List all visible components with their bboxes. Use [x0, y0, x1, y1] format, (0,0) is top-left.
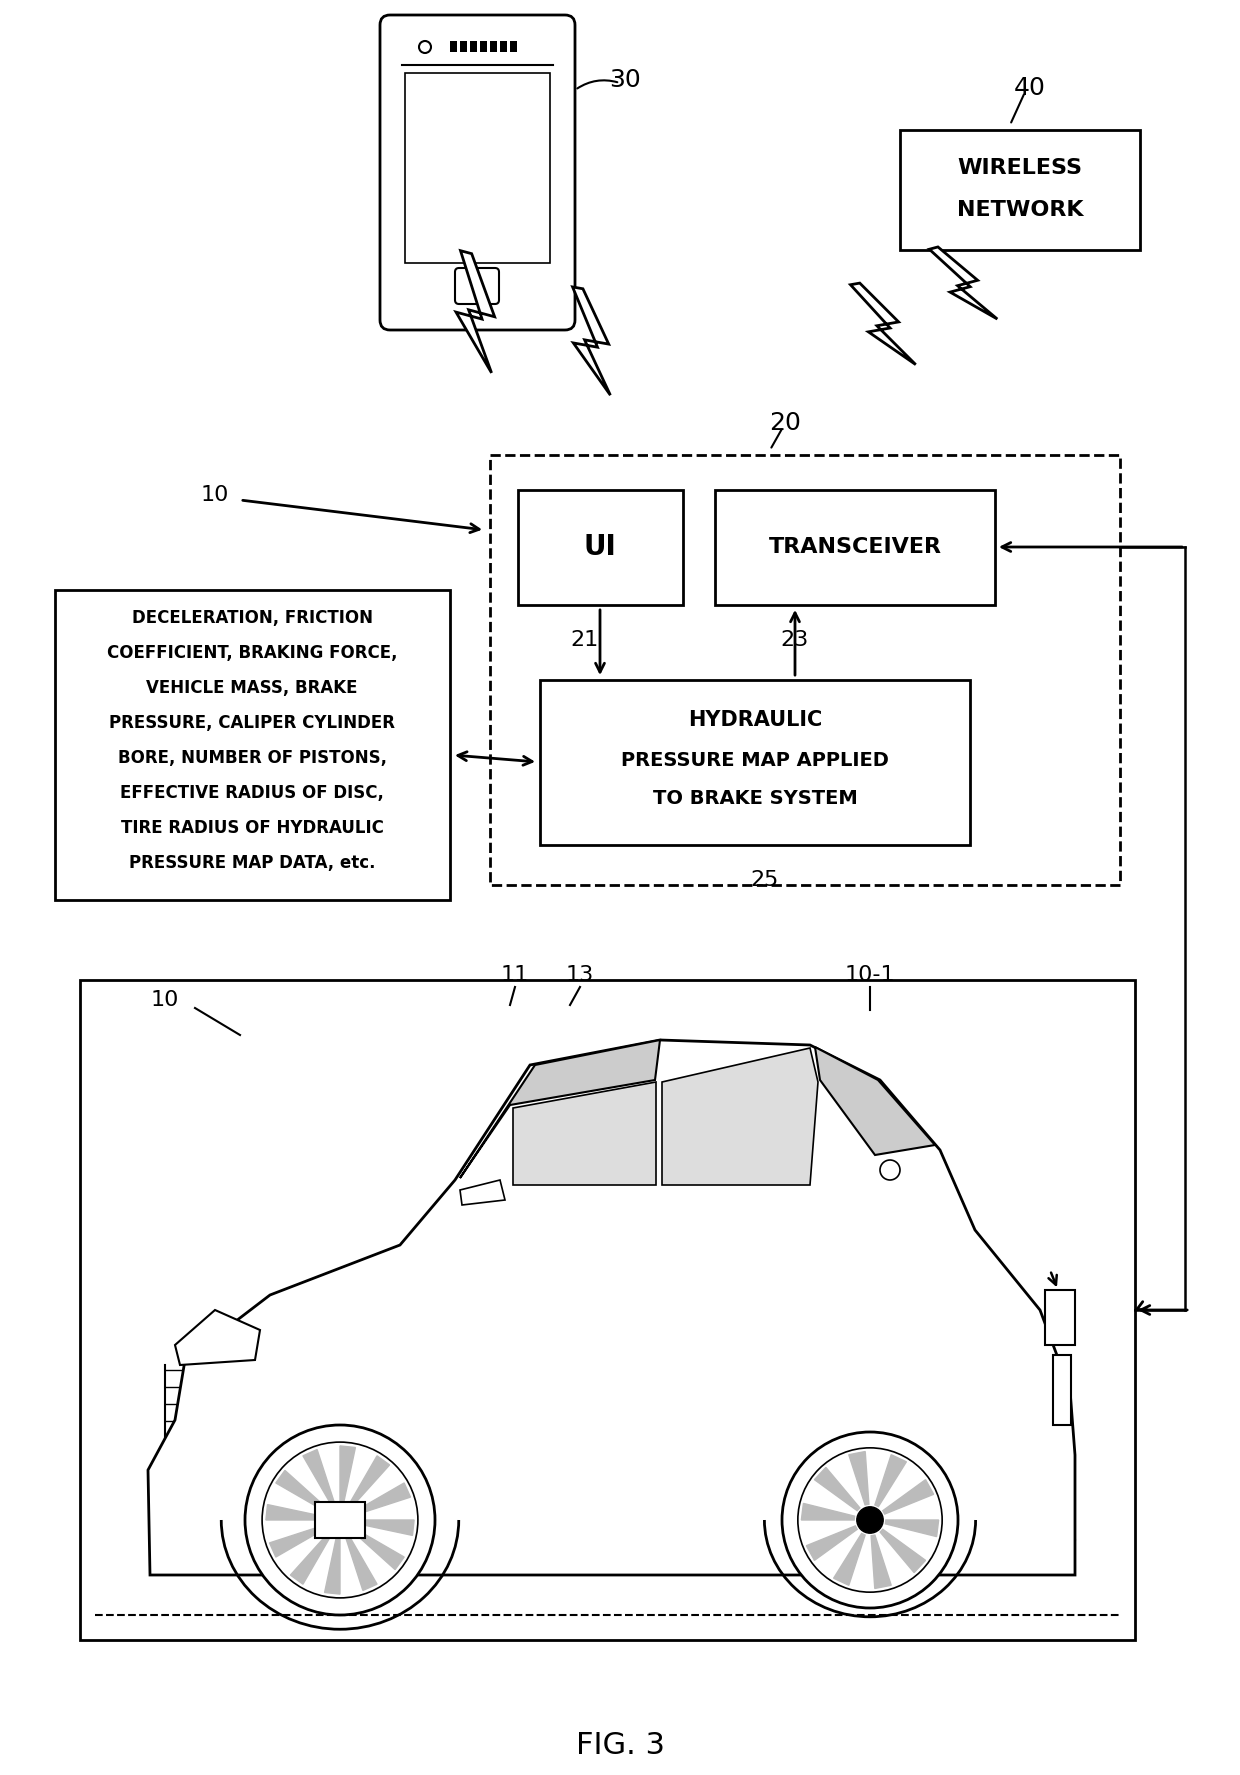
- Circle shape: [246, 1425, 435, 1615]
- Text: NETWORK: NETWORK: [957, 201, 1084, 220]
- Bar: [500, 41, 507, 51]
- Bar: [1053, 1354, 1071, 1425]
- Text: 21: 21: [570, 630, 599, 650]
- Polygon shape: [355, 1482, 410, 1514]
- Circle shape: [857, 1507, 883, 1534]
- Polygon shape: [872, 1535, 892, 1589]
- Text: 40: 40: [1014, 76, 1045, 99]
- Text: PRESSURE, CALIPER CYLINDER: PRESSURE, CALIPER CYLINDER: [109, 714, 396, 731]
- Text: 30: 30: [609, 67, 641, 92]
- Text: PRESSURE MAP DATA, etc.: PRESSURE MAP DATA, etc.: [129, 854, 376, 872]
- Polygon shape: [340, 1447, 356, 1503]
- Text: COEFFICIENT, BRAKING FORCE,: COEFFICIENT, BRAKING FORCE,: [107, 644, 397, 662]
- Bar: [480, 41, 487, 51]
- Text: HYDRAULIC: HYDRAULIC: [688, 710, 822, 730]
- Polygon shape: [303, 1450, 335, 1505]
- Polygon shape: [849, 1452, 869, 1505]
- Polygon shape: [880, 1530, 925, 1573]
- Bar: [55, 589, 450, 900]
- Text: 10-1: 10-1: [844, 966, 895, 985]
- Text: 10: 10: [151, 990, 180, 1010]
- Circle shape: [326, 1505, 355, 1534]
- Text: UI: UI: [584, 532, 616, 561]
- Text: 10: 10: [201, 485, 229, 506]
- Polygon shape: [573, 288, 610, 396]
- FancyBboxPatch shape: [379, 14, 575, 330]
- Bar: [405, 73, 551, 263]
- Polygon shape: [325, 1537, 340, 1594]
- Polygon shape: [290, 1532, 331, 1583]
- Text: 20: 20: [769, 412, 801, 435]
- Polygon shape: [883, 1480, 934, 1514]
- Polygon shape: [175, 1310, 260, 1365]
- Text: PRESSURE MAP APPLIED: PRESSURE MAP APPLIED: [621, 751, 889, 770]
- Polygon shape: [875, 1456, 906, 1507]
- Bar: [539, 680, 970, 845]
- Polygon shape: [352, 1528, 404, 1569]
- Text: 23: 23: [781, 630, 810, 650]
- Polygon shape: [815, 1047, 935, 1156]
- Polygon shape: [456, 250, 495, 373]
- Polygon shape: [269, 1525, 325, 1557]
- Text: TRANSCEIVER: TRANSCEIVER: [769, 538, 941, 557]
- Polygon shape: [662, 1047, 818, 1186]
- Text: 13: 13: [565, 966, 594, 985]
- Polygon shape: [345, 1535, 377, 1590]
- Polygon shape: [806, 1526, 857, 1560]
- Bar: [510, 41, 517, 51]
- Text: WIRELESS: WIRELESS: [957, 158, 1083, 178]
- Polygon shape: [929, 247, 997, 320]
- Bar: [315, 1502, 365, 1537]
- Bar: [450, 41, 458, 51]
- Polygon shape: [833, 1534, 866, 1585]
- Text: TIRE RADIUS OF HYDRAULIC: TIRE RADIUS OF HYDRAULIC: [120, 818, 383, 838]
- Text: VEHICLE MASS, BRAKE: VEHICLE MASS, BRAKE: [146, 680, 358, 698]
- Polygon shape: [460, 1040, 660, 1179]
- Polygon shape: [513, 1083, 656, 1186]
- Text: EFFECTIVE RADIUS OF DISC,: EFFECTIVE RADIUS OF DISC,: [120, 785, 384, 802]
- Bar: [460, 41, 467, 51]
- FancyBboxPatch shape: [455, 268, 498, 304]
- Text: DECELERATION, FRICTION: DECELERATION, FRICTION: [131, 609, 372, 627]
- Text: TO BRAKE SYSTEM: TO BRAKE SYSTEM: [652, 788, 857, 808]
- Polygon shape: [348, 1456, 389, 1507]
- Text: 11: 11: [501, 966, 529, 985]
- Polygon shape: [801, 1503, 854, 1519]
- Polygon shape: [265, 1505, 324, 1519]
- Circle shape: [782, 1432, 959, 1608]
- Bar: [470, 41, 477, 51]
- Polygon shape: [275, 1470, 327, 1512]
- Bar: [1045, 1290, 1075, 1345]
- Polygon shape: [148, 1040, 1075, 1574]
- Text: 25: 25: [750, 870, 779, 889]
- Bar: [715, 490, 994, 605]
- Text: BORE, NUMBER OF PISTONS,: BORE, NUMBER OF PISTONS,: [118, 749, 387, 767]
- Bar: [81, 980, 1135, 1640]
- Bar: [518, 490, 683, 605]
- Bar: [490, 454, 1120, 886]
- Polygon shape: [885, 1519, 939, 1537]
- Polygon shape: [357, 1519, 414, 1535]
- Polygon shape: [460, 1180, 505, 1205]
- Polygon shape: [851, 282, 916, 364]
- Bar: [490, 41, 497, 51]
- Polygon shape: [815, 1468, 859, 1511]
- Circle shape: [262, 1441, 418, 1598]
- Text: FIG. 3: FIG. 3: [575, 1731, 665, 1759]
- Bar: [900, 130, 1140, 250]
- Circle shape: [797, 1448, 942, 1592]
